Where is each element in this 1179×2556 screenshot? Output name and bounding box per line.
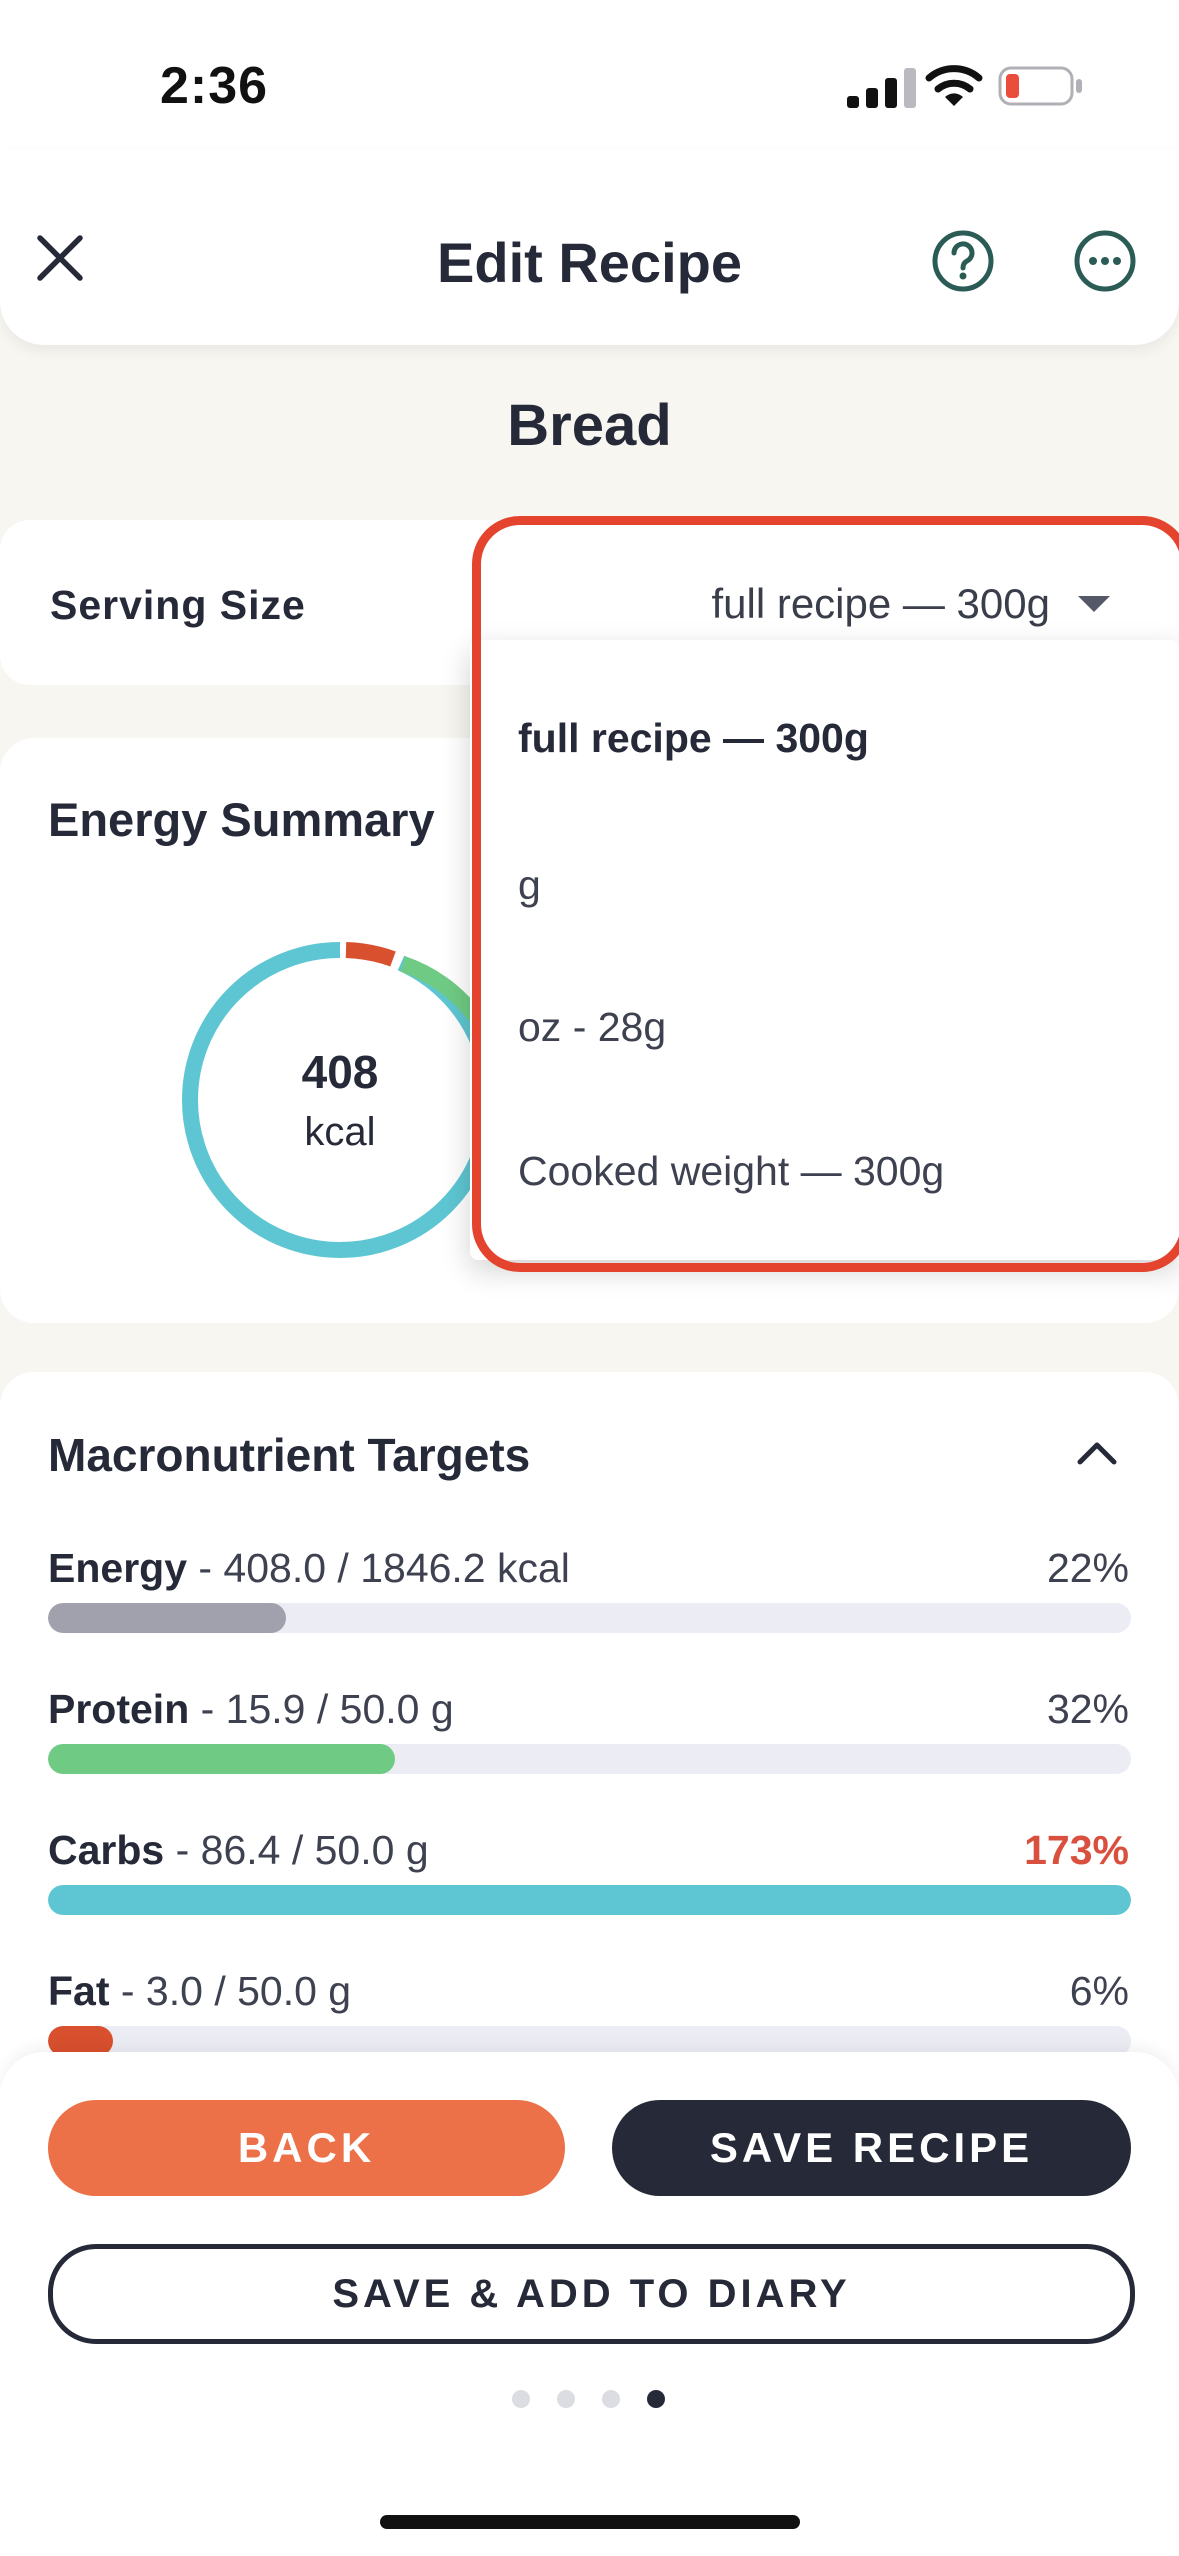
macro-percent-protein: 32% (1046, 1686, 1129, 1732)
app-header (0, 150, 1179, 345)
energy-donut-chart (182, 940, 505, 1258)
macro-progress-protein (48, 1744, 1131, 1774)
macro-label-fat: Fat - 3.0 / 50.0 g (48, 1968, 352, 2014)
dropdown-option-full-recipe[interactable]: full recipe — 300g (518, 715, 869, 761)
status-bar (0, 0, 1179, 150)
serving-size-label: Serving Size (50, 582, 306, 628)
page-title: Edit Recipe (437, 231, 742, 294)
serving-size-select[interactable]: full recipe — 300g (711, 580, 1050, 627)
status-time: 2:36 (160, 57, 269, 115)
cellular-signal-icon (847, 68, 916, 108)
save-and-add-to-diary-button[interactable]: SAVE & ADD TO DIARY (48, 2244, 1135, 2344)
macro-percent-carbs: 173% (1024, 1827, 1129, 1873)
macro-progress-energy (48, 1603, 1131, 1633)
macro-progress-fill (48, 1603, 287, 1633)
macro-progress-fat (48, 2026, 1131, 2056)
wifi-icon (925, 65, 983, 106)
page-indicator-dot (602, 2390, 620, 2408)
dropdown-option-grams[interactable]: g (518, 862, 541, 908)
macro-percent-energy: 22% (1046, 1545, 1129, 1591)
macro-percent-fat: 6% (1069, 1968, 1129, 2014)
home-indicator[interactable] (380, 2515, 800, 2529)
save-recipe-button[interactable]: SAVE RECIPE (612, 2100, 1131, 2196)
close-icon[interactable] (32, 230, 88, 286)
page-indicator-dot (512, 2390, 530, 2408)
back-button[interactable]: BACK (48, 2100, 565, 2196)
macro-progress-fill (48, 2026, 113, 2056)
macro-progress-fill (48, 1744, 395, 1774)
help-icon[interactable] (930, 228, 996, 294)
serving-size-dropdown (470, 640, 1179, 1260)
energy-kcal-unit: kcal (304, 1110, 376, 1154)
chevron-down-icon[interactable] (1078, 596, 1110, 612)
dropdown-option-cooked-weight[interactable]: Cooked weight — 300g (518, 1148, 945, 1194)
macro-progress-carbs (48, 1885, 1131, 1915)
macro-label-carbs: Carbs - 86.4 / 50.0 g (48, 1827, 429, 1873)
macro-label-protein: Protein - 15.9 / 50.0 g (48, 1686, 454, 1732)
page-indicator-dot (557, 2390, 575, 2408)
macronutrient-targets-title: Macronutrient Targets (48, 1429, 531, 1481)
macro-label-energy: Energy - 408.0 / 1846.2 kcal (48, 1545, 570, 1591)
more-options-icon[interactable] (1072, 228, 1138, 294)
dropdown-option-ounces[interactable]: oz - 28g (518, 1004, 667, 1050)
energy-summary-title: Energy Summary (48, 793, 435, 846)
energy-kcal-value: 408 (301, 1046, 379, 1098)
page-indicator-dot-active (647, 2390, 665, 2408)
battery-icon (998, 66, 1082, 106)
chevron-up-icon[interactable] (1074, 1438, 1120, 1468)
macro-progress-fill (48, 1885, 1131, 1915)
recipe-name: Bread (507, 393, 672, 458)
